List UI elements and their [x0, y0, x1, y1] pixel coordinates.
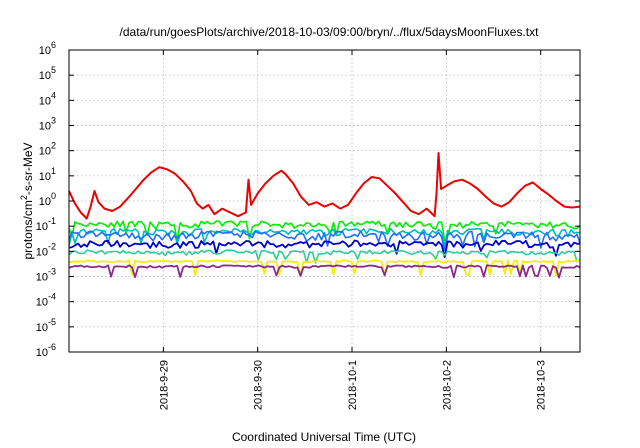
chart-title: /data/run/goesPlots/archive/2018-10-03/0… [120, 25, 540, 39]
y-tick-exponent: -6 [48, 342, 56, 352]
x-tick-label: 2018-10-3 [536, 360, 548, 410]
y-tick-label: 101 [39, 166, 56, 183]
y-tick-exponent: -4 [48, 292, 56, 302]
y-tick-label: 100 [39, 191, 56, 208]
y-tick-exponent: 5 [51, 65, 56, 75]
y-tick-exponent: -3 [48, 267, 56, 277]
y-tick-label: 10-6 [36, 342, 56, 359]
x-axis: 2018-9-29 2018-9-30 2018-10-1 2018-10-2 2018… [158, 50, 548, 410]
y-tick-base: 10 [39, 70, 51, 82]
grid-lines [69, 50, 580, 352]
y-tick-label: 102 [39, 141, 56, 158]
y-tick-label: 10-2 [36, 241, 56, 258]
x-tick-label: 2018-9-30 [253, 360, 265, 410]
y-tick-exponent: -2 [48, 241, 56, 251]
y-axis-label-sup: 2 [19, 195, 29, 200]
y-tick-exponent: 3 [51, 116, 56, 126]
y-tick-exponent: 0 [51, 191, 56, 201]
series-line-5 [68, 259, 581, 277]
y-tick-base: 10 [39, 146, 51, 158]
y-tick-base: 10 [39, 196, 51, 208]
y-tick-base: 10 [39, 121, 51, 133]
series-line-6 [68, 264, 581, 279]
series-line-4 [68, 249, 581, 264]
y-tick-label: 105 [39, 65, 56, 82]
y-tick-exponent: 4 [51, 90, 56, 100]
y-tick-base: 10 [39, 171, 51, 183]
series-layer [68, 152, 581, 279]
y-tick-base: 10 [36, 246, 48, 258]
y-tick-exponent: 2 [51, 141, 56, 151]
y-axis-label: protons/cm2-s-sr-MeV [19, 142, 35, 259]
x-tick-label: 2018-9-29 [158, 360, 170, 410]
y-tick-label: 10-4 [36, 292, 56, 309]
y-tick-base: 10 [39, 95, 51, 107]
x-tick-label: 2018-10-2 [441, 360, 453, 410]
y-tick-base: 10 [36, 221, 48, 233]
y-tick-label: 104 [39, 90, 56, 107]
x-axis-label: Coordinated Universal Time (UTC) [232, 430, 416, 444]
y-tick-base: 10 [36, 322, 48, 334]
y-tick-exponent: 6 [51, 40, 56, 50]
y-tick-base: 10 [39, 45, 51, 57]
y-tick-exponent: 1 [51, 166, 56, 176]
y-tick-label: 106 [39, 40, 56, 57]
series-line-red [68, 152, 581, 220]
y-tick-label: 10-3 [36, 267, 56, 284]
y-axis-label-rest: -s-sr-MeV [21, 142, 35, 195]
y-tick-base: 10 [36, 272, 48, 284]
y-tick-label: 10-1 [36, 216, 56, 233]
y-tick-exponent: -5 [48, 317, 56, 327]
series-line-3 [68, 239, 581, 258]
x-tick-label: 2018-10-1 [347, 360, 359, 410]
y-axis: 10-610-510-410-310-210-11001011021031041… [36, 40, 580, 359]
y-tick-exponent: -1 [48, 216, 56, 226]
y-axis-label-main: protons/cm [21, 200, 35, 259]
y-tick-label: 103 [39, 116, 56, 133]
y-tick-base: 10 [36, 297, 48, 309]
series-line-2 [68, 230, 581, 252]
y-tick-label: 10-5 [36, 317, 56, 334]
y-tick-base: 10 [36, 347, 48, 359]
